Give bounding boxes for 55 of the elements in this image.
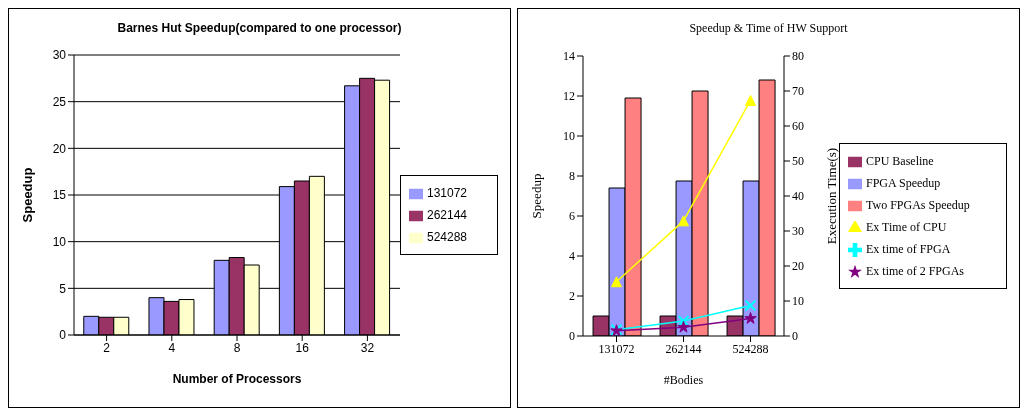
point xyxy=(744,299,757,312)
legend-label: Ex time of FPGA xyxy=(866,242,951,256)
y-tick-label: 4 xyxy=(569,249,575,264)
legend-label: Ex Time of CPU xyxy=(866,220,947,234)
y2-tick-label: 0 xyxy=(792,329,798,344)
point xyxy=(744,312,757,324)
y-tick-label: 25 xyxy=(52,94,67,109)
y-tick-label: 30 xyxy=(52,48,67,63)
y-tick-label: 10 xyxy=(563,129,575,144)
y2-tick-label: 30 xyxy=(792,224,804,239)
y-tick-label: 8 xyxy=(569,169,575,184)
legend-label: 262144 xyxy=(427,208,468,222)
chart-title: Speedup & Time of HW Support xyxy=(688,20,849,36)
legend-label: 131072 xyxy=(427,186,468,200)
x-tick-label: 262144 xyxy=(665,341,702,356)
y2-tick-label: 40 xyxy=(792,189,804,204)
y2-tick-label: 70 xyxy=(792,84,804,99)
y-tick-label: 20 xyxy=(52,141,67,156)
y-tick-label: 10 xyxy=(52,234,67,249)
legend-label: Two FPGAs Speedup xyxy=(866,198,970,212)
y-tick-label: 12 xyxy=(563,89,575,104)
y2-axis-title: Execution Time(s) xyxy=(823,147,839,245)
legend-label: Ex time of 2 FPGAs xyxy=(866,264,965,278)
legend-label: CPU Baseline xyxy=(866,154,934,168)
y-tick-label: 6 xyxy=(569,209,575,224)
x-tick-label: 32 xyxy=(360,340,375,355)
x-tick-label: 8 xyxy=(233,340,241,355)
y-tick-label: 5 xyxy=(59,281,67,296)
x-tick-label: 2 xyxy=(103,340,111,355)
y2-tick-label: 10 xyxy=(792,294,804,309)
y-axis-title: Speedup xyxy=(528,173,544,219)
point xyxy=(678,215,689,227)
x-tick-label: 4 xyxy=(168,340,176,355)
x-axis-title: #Bodies xyxy=(663,373,704,387)
y-tick-label: 15 xyxy=(52,188,67,203)
point xyxy=(745,94,756,106)
y2-tick-label: 60 xyxy=(792,119,804,134)
y2-tick-label: 20 xyxy=(792,259,804,274)
chart-title: Barnes Hut Speedup(compared to one processor) xyxy=(116,20,403,35)
y-tick-label: 0 xyxy=(59,328,67,343)
legend-label: FPGA Speedup xyxy=(866,176,941,190)
y2-tick-label: 80 xyxy=(792,49,804,64)
y-tick-label: 0 xyxy=(569,329,575,344)
point xyxy=(677,314,690,327)
x-axis-title: Number of Processors xyxy=(172,372,302,386)
legend-label: 524288 xyxy=(427,230,468,244)
y2-tick-label: 50 xyxy=(792,154,804,169)
point xyxy=(677,320,690,333)
x-tick-label: 16 xyxy=(295,340,310,355)
y-axis-title: Speedup xyxy=(19,167,35,223)
point xyxy=(611,276,622,288)
x-tick-label: 524288 xyxy=(732,341,769,356)
y-tick-label: 14 xyxy=(563,49,575,64)
y-tick-label: 2 xyxy=(569,289,575,304)
x-tick-label: 131072 xyxy=(598,341,635,356)
